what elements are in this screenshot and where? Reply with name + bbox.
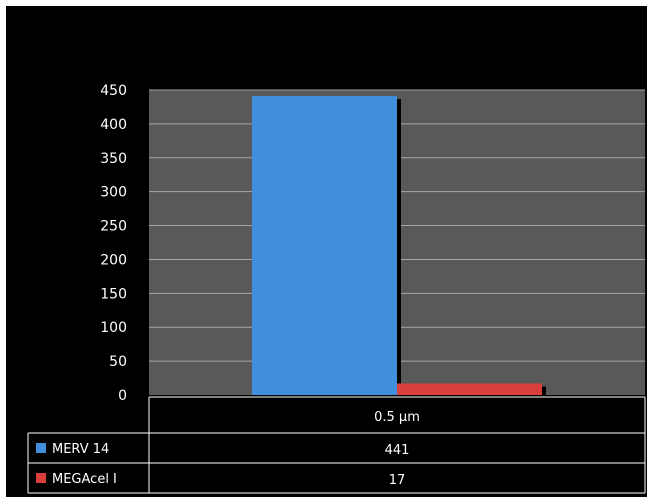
bar-megacel-i bbox=[397, 383, 542, 395]
legend-label: MERV 14 bbox=[52, 442, 109, 457]
legend-key bbox=[36, 473, 46, 483]
chart-frame: 0 50 100 150 200 250 300 350 400 450 0.5 µm MERV 1… bbox=[6, 6, 647, 497]
bars bbox=[252, 96, 546, 395]
y-tick-label: 250 bbox=[100, 219, 127, 235]
y-tick-label: 450 bbox=[100, 83, 127, 99]
y-tick-label: 50 bbox=[109, 354, 127, 370]
bar-chart: 0 50 100 150 200 250 300 350 400 450 0.5 µm MERV 1… bbox=[27, 83, 646, 494]
y-tick-label: 100 bbox=[100, 320, 127, 336]
data-table: 0.5 µm MERV 14 441 MEGAcel I 17 bbox=[27, 396, 646, 494]
legend-key bbox=[36, 443, 46, 453]
y-tick-label: 150 bbox=[100, 286, 127, 302]
x-category-label: 0.5 µm bbox=[374, 410, 420, 425]
bar-merv-14 bbox=[252, 96, 397, 395]
y-tick-label: 0 bbox=[118, 388, 127, 404]
y-tick-label: 200 bbox=[100, 252, 127, 268]
y-tick-label: 400 bbox=[100, 117, 127, 133]
y-tick-label: 300 bbox=[100, 185, 127, 201]
y-axis-ticks: 0 50 100 150 200 250 300 350 400 450 bbox=[100, 83, 127, 404]
y-tick-label: 350 bbox=[100, 151, 127, 167]
table-value: 17 bbox=[389, 473, 406, 488]
legend-label: MEGAcel I bbox=[52, 472, 117, 487]
table-value: 441 bbox=[385, 443, 410, 458]
